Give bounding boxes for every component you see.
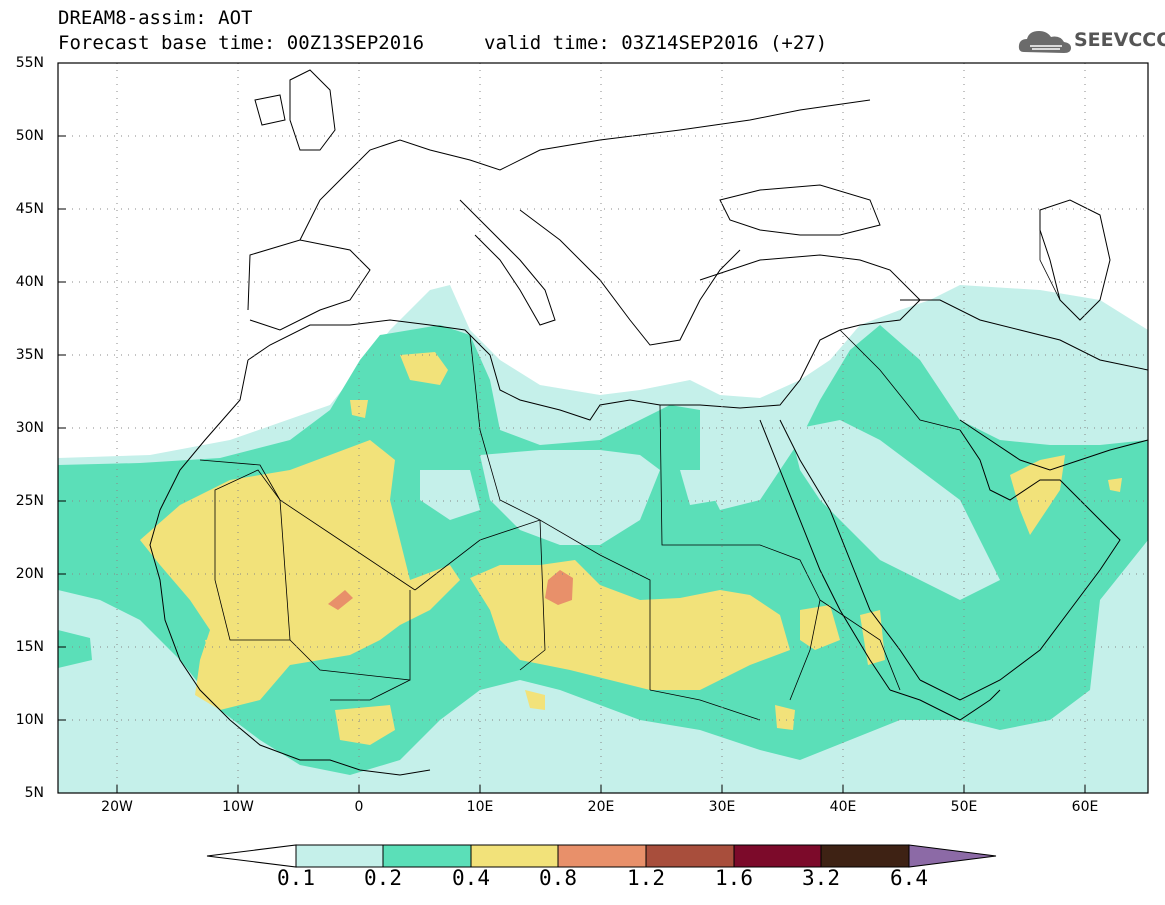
lat-label: 5N xyxy=(24,785,44,801)
colorbar-bin xyxy=(470,844,559,868)
colorbar-extend-low xyxy=(206,844,297,868)
lon-label: 0 xyxy=(354,799,364,815)
lat-label: 50N xyxy=(15,128,44,144)
country-borders xyxy=(199,210,1061,721)
colorbar-extend-high xyxy=(908,844,997,868)
cloud-icon xyxy=(1018,31,1071,53)
colorbar-label: 6.4 xyxy=(890,866,928,890)
colorbar-bin xyxy=(820,844,910,868)
colorbar-label: 3.2 xyxy=(802,866,840,890)
lon-label: 20W xyxy=(101,799,133,815)
lon-label: 40E xyxy=(829,799,857,815)
lon-label: 10E xyxy=(466,799,494,815)
gridlines xyxy=(58,63,1148,793)
lat-label: 55N xyxy=(15,55,44,71)
colorbar-bin xyxy=(645,844,735,868)
valid-time: valid time: 03Z14SEP2016 (+27) xyxy=(484,32,828,54)
lon-label: 10W xyxy=(222,799,254,815)
forecast-base-time: Forecast base time: 00Z13SEP2016 xyxy=(58,32,425,54)
colorbar-label: 1.2 xyxy=(627,866,665,890)
axis-ticks xyxy=(58,62,1086,793)
aot-level-0.4 xyxy=(140,352,1122,745)
colorbar-label: 0.8 xyxy=(539,866,577,890)
lat-label: 45N xyxy=(15,201,44,217)
coastlines xyxy=(58,63,1148,776)
lon-label: 30E xyxy=(708,799,736,815)
colorbar-bin xyxy=(295,844,384,868)
lon-label: 50E xyxy=(950,799,978,815)
logo-text: SEEVCCC xyxy=(1074,29,1165,51)
colorbar-label: 1.6 xyxy=(715,866,753,890)
colorbar-bin xyxy=(382,844,472,868)
colorbar-bin xyxy=(733,844,822,868)
colorbar-label: 0.1 xyxy=(277,866,315,890)
lon-label: 20E xyxy=(587,799,615,815)
lat-label: 35N xyxy=(15,347,44,363)
lat-label: 20N xyxy=(15,566,44,582)
map-title: DREAM8-assim: AOT xyxy=(58,7,253,29)
colorbar-label: 0.4 xyxy=(452,866,490,890)
colorbar-bin xyxy=(557,844,647,868)
colorbar-label: 0.2 xyxy=(364,866,402,890)
lon-label: 60E xyxy=(1071,799,1099,815)
lat-label: 10N xyxy=(15,712,44,728)
aot-level-0.8 xyxy=(328,570,573,610)
lat-label: 40N xyxy=(15,274,44,290)
lat-label: 30N xyxy=(15,420,44,436)
lat-label: 15N xyxy=(15,639,44,655)
lat-label: 25N xyxy=(15,493,44,509)
